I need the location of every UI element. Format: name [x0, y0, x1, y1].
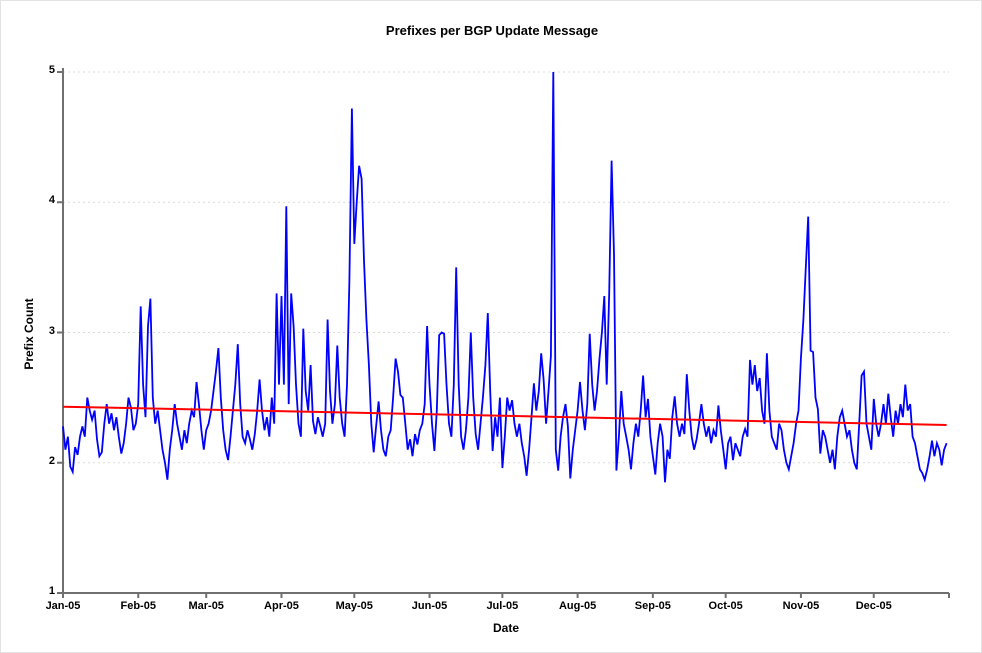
x-tick-label: Feb-05 [120, 600, 156, 612]
x-axis-label: Date [492, 621, 519, 635]
y-tick-label: 1 [48, 585, 55, 597]
x-tick-label: Jun-05 [411, 600, 448, 612]
x-tick-label: Aug-05 [558, 600, 597, 612]
x-tick-label: Sep-05 [634, 600, 671, 612]
chart-title: Prefixes per BGP Update Message [385, 23, 599, 38]
x-tick-label: Jan-05 [45, 600, 81, 612]
x-tick-label: Mar-05 [188, 600, 224, 612]
x-tick-label: Jul-05 [486, 600, 519, 612]
x-tick-label: Oct-05 [708, 600, 743, 612]
y-tick-label: 4 [48, 194, 55, 207]
x-tick-label: Apr-05 [264, 600, 299, 612]
y-tick-label: 5 [48, 64, 55, 76]
x-tick-label: Nov-05 [782, 600, 820, 612]
prefix-count-series-line [62, 71, 948, 483]
y-tick-label: 2 [48, 454, 55, 467]
x-tick-label: May-05 [335, 600, 373, 612]
x-tick-label: Dec-05 [855, 600, 892, 612]
y-tick-label: 3 [48, 324, 55, 337]
trend-series-line [62, 405, 947, 426]
